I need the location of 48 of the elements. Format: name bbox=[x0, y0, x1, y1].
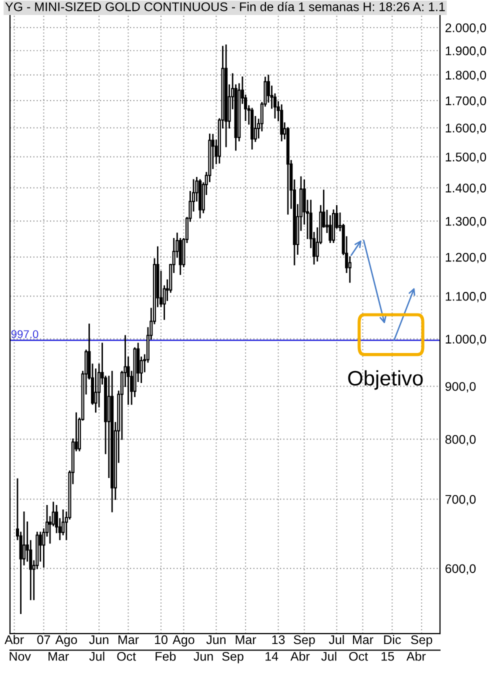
x-tick-label: Sep bbox=[411, 635, 432, 647]
candlestick bbox=[280, 104, 284, 142]
x-tick-label: Dic bbox=[384, 634, 401, 644]
y-tick-label: 1.300,0 bbox=[446, 216, 486, 228]
y-tick-label: 700,0 bbox=[446, 494, 476, 506]
x-tick-label: Ago bbox=[55, 635, 77, 647]
x-tick-label: Jul bbox=[328, 634, 344, 644]
y-tick-label: 1.500,0 bbox=[446, 152, 486, 163]
x-tick-label: Sep bbox=[294, 635, 315, 647]
y-tick-label: 1.200,0 bbox=[446, 252, 486, 264]
x2-tick-label: Sep bbox=[222, 652, 244, 664]
x-tick-label: Mar bbox=[118, 635, 139, 644]
x-tick-label: Ago bbox=[172, 635, 194, 647]
candlestick bbox=[22, 511, 26, 566]
y-tick-label: 600,0 bbox=[445, 564, 476, 575]
y-tick-label: 1.400,0 bbox=[446, 184, 486, 194]
x2-tick-label: Abr bbox=[290, 652, 310, 661]
y-tick-label: 1.600,0 bbox=[446, 124, 486, 134]
y-tick-label: 900,0 bbox=[445, 382, 476, 392]
x-tick-label: Abr bbox=[4, 634, 24, 644]
x2-tick-label: Jul bbox=[89, 652, 104, 661]
y-tick-label: 1.900,0 bbox=[446, 46, 486, 57]
x2-tick-label: Jun bbox=[194, 652, 213, 661]
x-tick-label: Mar bbox=[352, 635, 374, 644]
x-tick-label: 10 bbox=[155, 635, 168, 644]
y-tick-label: 800,0 bbox=[445, 434, 476, 446]
ref-line-label: 997.0 bbox=[11, 330, 38, 338]
x2-tick-label: Feb bbox=[156, 652, 176, 661]
x2-tick-label: Mar bbox=[48, 652, 69, 661]
annotation: Objetivo bbox=[348, 370, 423, 390]
y-tick-label: 1.700,0 bbox=[446, 96, 486, 107]
x2-tick-label: Oct bbox=[117, 652, 136, 661]
x2-tick-label: Jul bbox=[321, 652, 336, 661]
chart-title: YG - MINI-SIZED GOLD CONTINUOUS - Fin de día 1 semanas H: 18:26 A: 1.1 bbox=[5, 2, 445, 12]
x-tick-label: Mar bbox=[236, 635, 256, 644]
y-tick-label: 1.100,0 bbox=[446, 292, 486, 302]
y-tick-label: 1.800,0 bbox=[446, 70, 486, 82]
x-tick-label: 07 bbox=[37, 635, 50, 644]
x-tick-label: 13 bbox=[272, 635, 285, 644]
y-tick-label: 1.000,0 bbox=[446, 334, 486, 346]
x2-tick-label: Abr bbox=[406, 652, 426, 661]
x-tick-label: Jun bbox=[89, 635, 108, 644]
x-tick-label: Jun bbox=[206, 635, 226, 644]
x2-tick-label: 15 bbox=[382, 652, 394, 661]
x2-tick-label: Nov bbox=[10, 652, 31, 661]
y-tick-label: 2.000,0 bbox=[445, 23, 486, 34]
x2-tick-label: Oct bbox=[349, 652, 368, 661]
x2-tick-label: 14 bbox=[266, 652, 278, 661]
